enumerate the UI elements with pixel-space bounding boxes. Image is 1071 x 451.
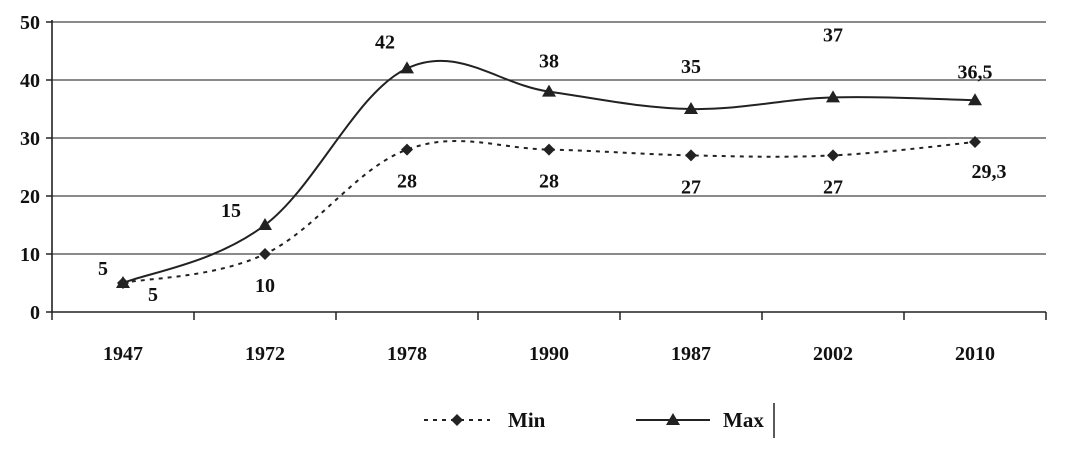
- legend-max-label: Max: [723, 408, 764, 432]
- marker-max-1987: [684, 102, 698, 114]
- legend-max-triangle-icon: [666, 413, 680, 425]
- y-tick-label-50: 50: [20, 12, 40, 34]
- data-labels: 5 10 28 28 27 27 29,3 5 15 42 38 35 37 36,5: [98, 24, 1007, 306]
- x-tick-label-1987: 1987: [671, 343, 711, 365]
- x-tick-label-1978: 1978: [387, 343, 427, 365]
- data-label-min-1947: 5: [148, 284, 158, 306]
- x-tick-label-2010: 2010: [955, 343, 995, 365]
- marker-max-2010: [968, 93, 982, 106]
- data-label-max-1978: 42: [375, 31, 395, 53]
- legend-min-label: Min: [508, 408, 546, 432]
- axes: [46, 20, 1047, 320]
- marker-min-1972: [259, 248, 271, 260]
- data-label-max-2002: 37: [823, 24, 843, 46]
- series-line-min: [122, 140, 976, 284]
- data-label-min-1972: 10: [255, 275, 275, 297]
- data-label-max-2010: 36,5: [958, 61, 993, 83]
- marker-max-1972: [258, 218, 272, 230]
- data-label-max-1972: 15: [221, 200, 241, 222]
- y-tick-labels: 0 10 20 30 40 50: [20, 12, 40, 324]
- x-tick-label-1947: 1947: [103, 343, 143, 365]
- marker-min-1987: [685, 149, 697, 162]
- y-tick-label-30: 30: [20, 128, 40, 150]
- data-label-min-2010: 29,3: [972, 161, 1007, 183]
- data-label-min-1990: 28: [539, 171, 559, 193]
- marker-max-2002: [826, 90, 840, 103]
- marker-min-2010: [969, 136, 981, 149]
- grid-lines: [52, 21, 1046, 255]
- data-label-min-1987: 27: [681, 176, 701, 198]
- y-tick-label-10: 10: [20, 244, 40, 266]
- x-tick-label-1972: 1972: [245, 343, 285, 365]
- x-tick-labels: 1947 1972 1978 1990 1987 2002 2010: [103, 343, 995, 365]
- data-label-min-2002: 27: [823, 176, 843, 198]
- data-label-max-1987: 35: [681, 56, 701, 78]
- series-markers: [116, 61, 982, 289]
- data-label-max-1990: 38: [539, 51, 559, 73]
- marker-max-1978: [400, 61, 414, 74]
- legend: Min Max: [424, 403, 775, 438]
- marker-max-1990: [542, 84, 556, 97]
- marker-max-1947: [116, 276, 130, 288]
- data-label-min-1978: 28: [397, 171, 417, 193]
- marker-min-2002: [827, 149, 839, 162]
- marker-min-1990: [543, 143, 555, 156]
- x-tick-label-1990: 1990: [529, 343, 569, 365]
- legend-min-diamond-icon: [451, 414, 463, 426]
- x-tick-label-2002: 2002: [813, 343, 853, 365]
- y-tick-label-0: 0: [30, 302, 40, 324]
- y-tick-label-20: 20: [20, 186, 40, 208]
- y-tick-label-40: 40: [20, 70, 40, 92]
- data-label-max-1947: 5: [98, 258, 108, 280]
- marker-min-1978: [401, 143, 413, 156]
